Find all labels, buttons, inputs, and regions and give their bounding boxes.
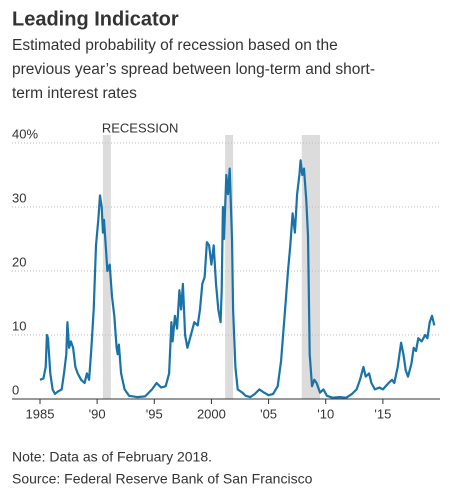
x-tick-label: '90 <box>89 406 106 421</box>
data-line <box>39 159 436 399</box>
subtitle: previous year’s spread between long-term… <box>12 61 375 78</box>
subtitle: term interest rates <box>12 85 137 102</box>
subtitle: Estimated probability of recession based… <box>12 37 338 54</box>
chart-title: Leading Indicator <box>12 8 179 30</box>
recession-band <box>225 135 234 399</box>
annotation: RECESSION <box>102 120 179 135</box>
x-tick-label: '05 <box>260 406 277 421</box>
x-tick-label: '95 <box>146 406 163 421</box>
x-tick-label: '10 <box>317 406 334 421</box>
x-tick-label: 1985 <box>26 406 55 421</box>
y-tick-label: 40% <box>12 126 38 141</box>
y-tick-label: 0 <box>12 382 19 397</box>
y-tick-label: 10 <box>12 318 26 333</box>
y-tick-label: 30 <box>12 190 26 205</box>
y-tick-label: 20 <box>12 254 26 269</box>
x-tick-label: '15 <box>374 406 391 421</box>
note: Note: Data as of February 2018. <box>12 449 212 465</box>
source: Source: Federal Reserve Bank of San Fran… <box>12 471 313 487</box>
x-tick-label: 2000 <box>197 406 226 421</box>
